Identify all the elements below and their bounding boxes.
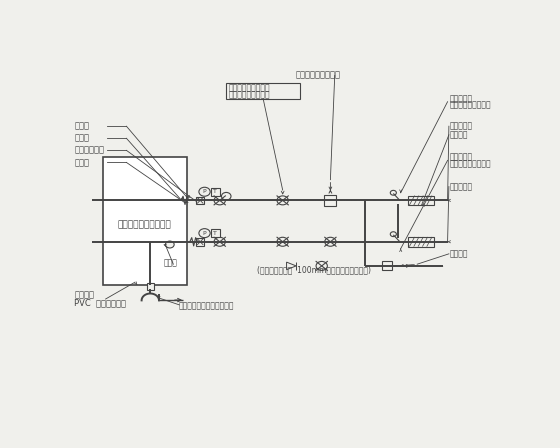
Circle shape xyxy=(277,196,288,205)
Text: 热绝缘体: 热绝缘体 xyxy=(450,130,468,139)
Circle shape xyxy=(390,232,396,237)
Text: T: T xyxy=(213,231,217,236)
Circle shape xyxy=(166,241,174,248)
Polygon shape xyxy=(287,262,296,270)
Text: 冷水回水管: 冷水回水管 xyxy=(450,122,473,131)
Circle shape xyxy=(277,237,288,246)
Text: 软接头: 软接头 xyxy=(74,158,90,167)
Text: 全铜闸阀: 全铜闸阀 xyxy=(450,250,468,258)
Text: 吊装式空调、新风机组: 吊装式空调、新风机组 xyxy=(118,220,172,229)
Text: 比例积分电动二通阀: 比例积分电动二通阀 xyxy=(296,70,340,79)
Text: 水封必须承受二倍系统风压: 水封必须承受二倍系统风压 xyxy=(179,302,234,311)
Circle shape xyxy=(214,196,225,205)
Text: P: P xyxy=(203,231,206,236)
Text: P: P xyxy=(203,189,206,194)
Text: 管道冲洗时阀门打开: 管道冲洗时阀门打开 xyxy=(228,83,270,92)
Bar xyxy=(382,262,391,271)
Circle shape xyxy=(221,193,231,200)
Bar xyxy=(408,237,433,246)
Text: 手动排气阀: 手动排气阀 xyxy=(450,153,473,162)
Circle shape xyxy=(325,237,336,246)
Text: 压力表连接塞: 压力表连接塞 xyxy=(74,146,104,155)
Bar xyxy=(197,238,204,246)
Text: 监测点: 监测点 xyxy=(74,134,90,143)
Bar xyxy=(211,188,220,195)
Bar xyxy=(211,229,220,237)
Bar xyxy=(147,283,154,290)
Circle shape xyxy=(199,187,210,196)
Text: PVC  软管包括夹箍: PVC 软管包括夹箍 xyxy=(74,298,127,307)
Text: (管径大于或等于  100mm时由对夹式蝶阀替代): (管径大于或等于 100mm时由对夹式蝶阀替代) xyxy=(256,265,371,274)
Text: 检查栓: 检查栓 xyxy=(164,258,177,267)
Bar xyxy=(102,157,187,285)
Circle shape xyxy=(316,262,328,271)
Text: 手动排气阀: 手动排气阀 xyxy=(450,94,473,103)
Text: 支管低于末端设备时: 支管低于末端设备时 xyxy=(450,100,491,109)
Circle shape xyxy=(390,190,396,195)
Text: 温度表: 温度表 xyxy=(74,122,90,131)
Text: T: T xyxy=(213,189,217,194)
Text: 系统运行时拆除封堵: 系统运行时拆除封堵 xyxy=(228,90,270,99)
Text: 支管低于末端设备时: 支管低于末端设备时 xyxy=(450,159,491,168)
Bar xyxy=(408,195,433,205)
Text: 排水疏塞: 排水疏塞 xyxy=(74,291,94,300)
Bar xyxy=(324,194,337,206)
Circle shape xyxy=(214,237,225,246)
Circle shape xyxy=(199,228,210,237)
Bar xyxy=(197,197,204,204)
Bar xyxy=(226,83,300,99)
Text: 冷水供水管: 冷水供水管 xyxy=(450,182,473,191)
